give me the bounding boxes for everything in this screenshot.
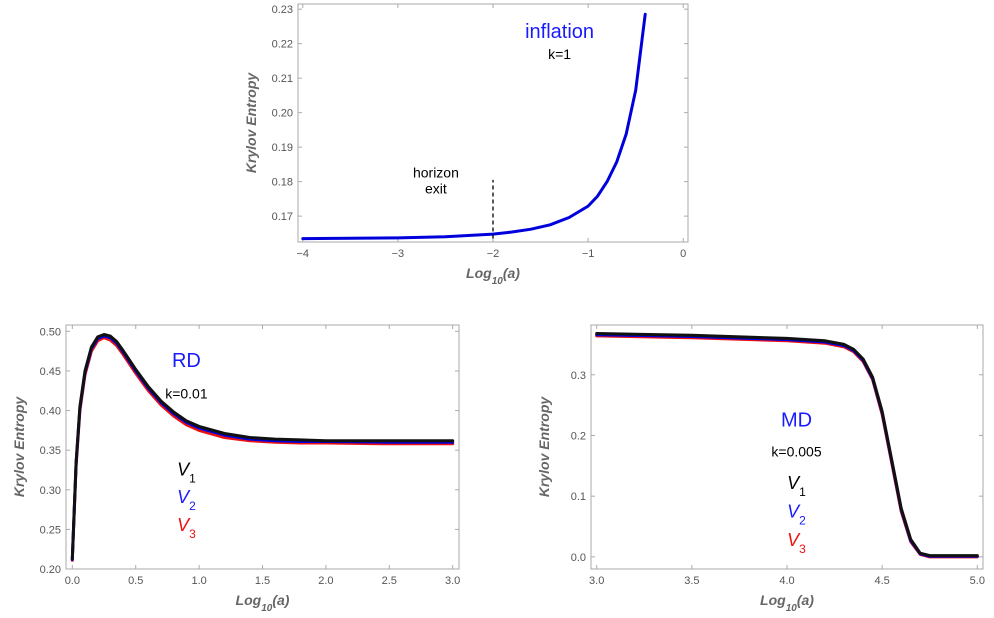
x-tick-label: 0 — [680, 248, 686, 260]
y-tick-label: 0.3 — [571, 370, 586, 382]
annotation-1: RD — [172, 350, 201, 372]
series-line-3 — [595, 332, 979, 558]
y-tick-label: 0.0 — [571, 552, 586, 564]
y-tick-label: 0.50 — [40, 326, 61, 338]
y-axis-label: Krylov Entropy — [536, 396, 552, 498]
y-tick-label: 0.45 — [40, 366, 61, 378]
x-tick-label: −2 — [487, 248, 500, 260]
y-tick-label: 0.21 — [272, 73, 293, 85]
x-tick-label: 1.5 — [255, 575, 270, 587]
x-axis-label: Log10(a) — [236, 592, 290, 614]
series-line-3 — [70, 333, 455, 561]
x-tick-label: 4.0 — [779, 575, 794, 587]
legend-entry-2: V2 — [787, 501, 806, 527]
y-tick-label: 0.22 — [272, 39, 293, 51]
y-axis-label: Krylov Entropy — [243, 72, 259, 174]
annotation-2: k=1 — [548, 46, 571, 62]
annotation-1: MD — [781, 409, 812, 431]
x-tick-label: 3.0 — [589, 575, 604, 587]
annotation-2: k=0.01 — [165, 386, 208, 402]
x-tick-label: 2.0 — [318, 575, 333, 587]
legend-entry-3: V3 — [177, 515, 196, 541]
y-tick-label: 0.17 — [272, 211, 293, 223]
annotation-3: horizon — [413, 164, 459, 180]
x-tick-label: −1 — [582, 248, 595, 260]
x-tick-label: 2.5 — [382, 575, 397, 587]
legend-entry-1: V1 — [177, 460, 196, 486]
annotation-1: inflation — [525, 21, 594, 43]
series-line-2 — [70, 334, 455, 561]
annotation-4: exit — [425, 181, 447, 197]
x-tick-label: 3.0 — [445, 575, 460, 587]
annotation-2: k=0.005 — [771, 444, 821, 460]
x-axis-label: Log10(a) — [466, 265, 520, 287]
y-tick-label: 0.23 — [272, 4, 293, 16]
y-tick-label: 0.18 — [272, 177, 293, 189]
x-tick-label: 1.0 — [191, 575, 206, 587]
y-tick-label: 0.20 — [40, 564, 61, 576]
chart-md: 3.0 3.5 4.0 4.5 5.0 0.0 0.1 0.2 0.3 Log10(a) Krylo… — [536, 324, 985, 614]
y-tick-label: 0.19 — [272, 142, 293, 154]
x-axis-label: Log10(a) — [760, 592, 814, 614]
x-tick-label: 0.0 — [65, 575, 80, 587]
series-line-1 — [301, 12, 647, 241]
x-tick-label: 4.5 — [874, 575, 889, 587]
chart-rd: 0.0 0.5 1.0 1.5 2.0 2.5 3.0 0.20 0.25 0.30 0.35 0.4… — [11, 324, 460, 614]
y-axis-label: Krylov Entropy — [11, 396, 27, 498]
y-tick-label: 0.25 — [40, 524, 61, 536]
series-line-1 — [70, 336, 455, 562]
y-tick-label: 0.2 — [571, 430, 586, 442]
legend-entry-2: V2 — [177, 487, 196, 513]
y-tick-label: 0.1 — [571, 491, 586, 503]
plot-frame — [65, 324, 460, 570]
chart-inflation: −4 −3 −2 −1 0 0.17 0.18 0.19 0.20 0.21 0.22 0.23 Log… — [243, 3, 689, 287]
x-tick-label: 3.5 — [684, 575, 699, 587]
x-tick-label: −4 — [296, 248, 309, 260]
y-tick-label: 0.20 — [272, 108, 293, 120]
legend-entry-3: V3 — [787, 530, 806, 556]
x-tick-label: 5.0 — [970, 575, 985, 587]
x-tick-label: 0.5 — [128, 575, 143, 587]
legend-entry-1: V1 — [787, 473, 806, 499]
y-tick-label: 0.35 — [40, 445, 61, 457]
y-tick-label: 0.40 — [40, 406, 61, 418]
y-tick-label: 0.30 — [40, 485, 61, 497]
x-tick-label: −3 — [392, 248, 405, 260]
